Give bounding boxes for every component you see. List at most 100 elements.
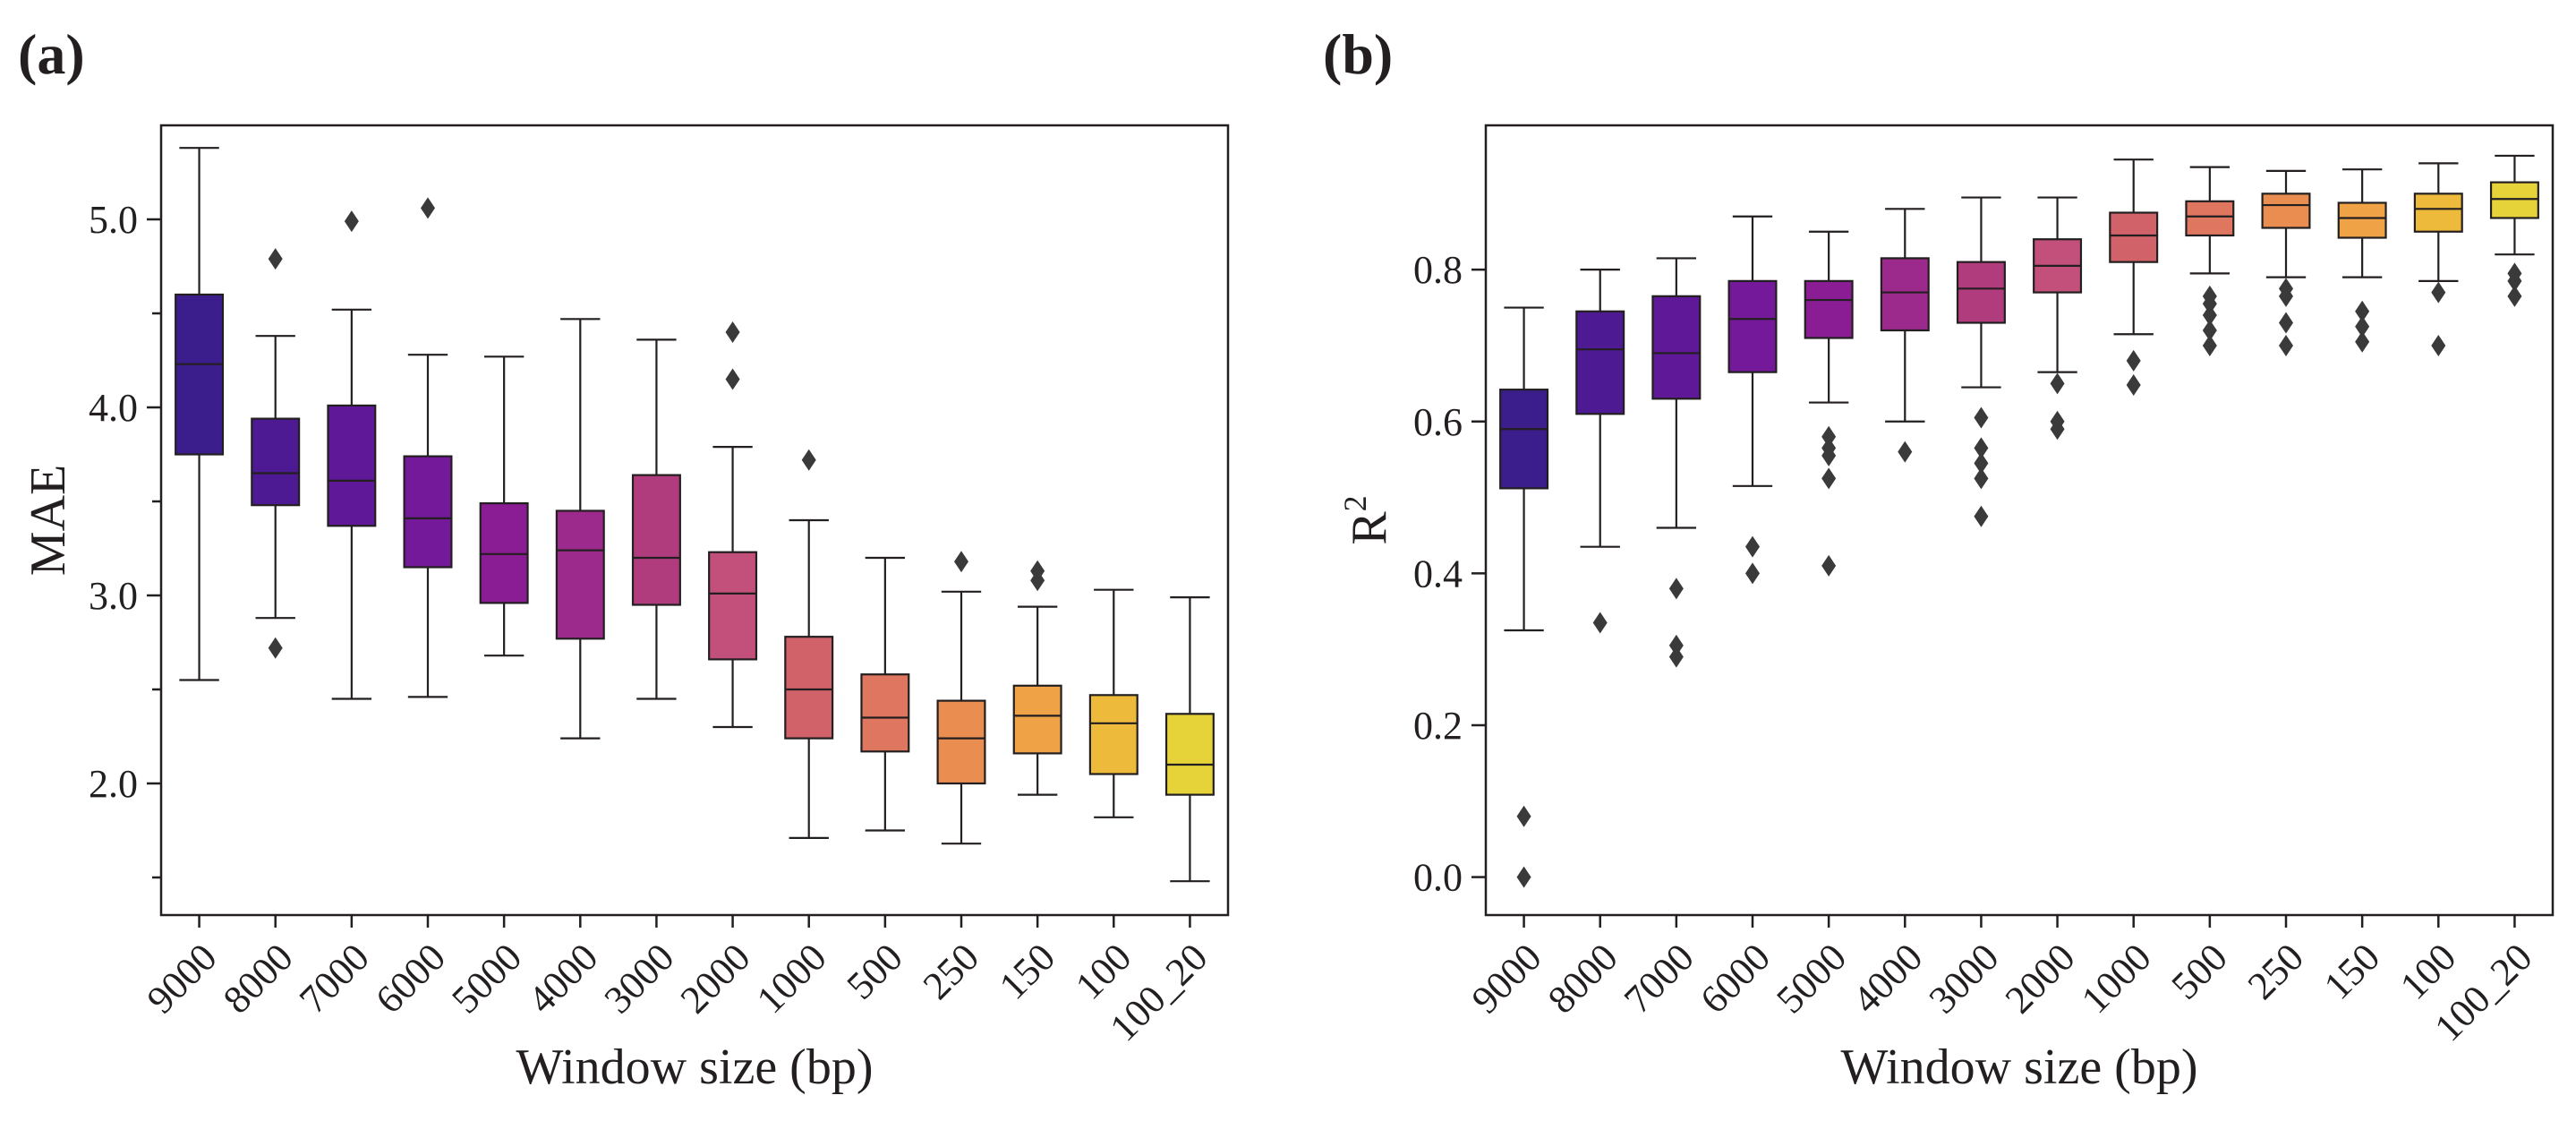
box-100_20 — [1164, 595, 1215, 883]
x-tick-label: 6000 — [367, 935, 454, 1022]
y-tick-label: 2.0 — [89, 762, 138, 806]
box-9000 — [175, 147, 225, 681]
panel-a-y-axis-title: MAE — [21, 465, 76, 576]
outlier-point — [725, 321, 740, 343]
outlier-point — [1516, 805, 1531, 827]
iqr-box — [555, 509, 605, 640]
outlier-point — [1668, 646, 1684, 668]
iqr-box — [1575, 310, 1625, 415]
box-8000 — [251, 248, 301, 659]
box-250 — [2261, 169, 2311, 356]
outlier-point — [2355, 315, 2370, 338]
outlier-point — [1974, 406, 1989, 429]
x-tick-label: 150 — [991, 935, 1063, 1007]
x-tick-label: 6000 — [1692, 935, 1778, 1022]
x-tick-label: 5000 — [443, 935, 530, 1022]
x-tick-label: 500 — [2163, 935, 2236, 1007]
outlier-point — [1745, 535, 1760, 558]
x-tick-label: 7000 — [291, 935, 378, 1022]
iqr-box — [1651, 295, 1702, 400]
outlier-point — [725, 368, 740, 390]
x-tick-label: 9000 — [139, 935, 226, 1022]
panel-b-y-axis-title: R2 — [1337, 495, 1397, 544]
box-150 — [2337, 168, 2387, 353]
panel-a: (a) 2.0 3.0 4.0 5.0 90008000700060005000400… — [18, 22, 1230, 1095]
outlier-point — [2507, 285, 2522, 307]
iqr-box — [1499, 389, 1549, 490]
outlier-point — [2202, 319, 2217, 341]
panel-a-x-axis-title: Window size (bp) — [516, 1040, 874, 1095]
outlier-point — [1974, 437, 1989, 459]
iqr-box — [2109, 211, 2159, 263]
y-tick-label: 0.8 — [1413, 248, 1463, 292]
y-tick-label: 3.0 — [89, 574, 138, 618]
box-5000 — [1804, 230, 1854, 577]
box-4000 — [555, 318, 605, 740]
box-100 — [1088, 588, 1139, 818]
box-100 — [2413, 162, 2463, 356]
outlier-point — [2431, 334, 2446, 356]
x-tick-label: 150 — [2316, 935, 2388, 1007]
outlier-point — [801, 449, 816, 471]
iqr-box — [2413, 193, 2463, 233]
box-9000 — [1499, 306, 1549, 888]
outlier-point — [1030, 560, 1045, 582]
box-7000 — [327, 210, 377, 700]
x-tick-label: 3000 — [596, 935, 683, 1022]
box-1000 — [2109, 158, 2159, 397]
iqr-box — [1012, 684, 1062, 755]
outlier-point — [2279, 334, 2293, 356]
x-tick-label: 2000 — [1997, 935, 2084, 1022]
outlier-point — [1898, 441, 1913, 463]
box-8000 — [1575, 269, 1625, 634]
panel-b-y-axis-title-base: R — [1342, 511, 1397, 545]
box-2000 — [2033, 196, 2083, 441]
panel-b-x-axis-title: Window size (bp) — [1841, 1040, 2198, 1095]
box-100_20 — [2489, 154, 2539, 307]
x-tick-label: 2000 — [672, 935, 759, 1022]
x-tick-label: 250 — [2239, 935, 2312, 1007]
outlier-point — [1745, 562, 1760, 585]
y-tick-label: 0.2 — [1413, 704, 1463, 748]
x-tick-label: 8000 — [215, 935, 302, 1022]
x-tick-label: 7000 — [1616, 935, 1702, 1022]
iqr-box — [708, 551, 758, 661]
iqr-box — [2185, 200, 2235, 237]
outlier-point — [1592, 612, 1608, 634]
outlier-point — [268, 637, 283, 659]
x-tick-label: 1000 — [2073, 935, 2160, 1022]
outlier-point — [1821, 425, 1837, 448]
box-3000 — [1956, 196, 2006, 527]
outlier-point — [2507, 262, 2522, 285]
outlier-point — [1821, 467, 1837, 490]
panel-a-plot-frame — [159, 124, 1230, 917]
outlier-point — [2050, 410, 2065, 432]
x-tick-label: 250 — [915, 935, 987, 1007]
outlier-point — [2355, 300, 2370, 322]
iqr-box — [784, 636, 834, 740]
iqr-box — [2261, 193, 2311, 229]
outlier-point — [1821, 437, 1837, 459]
iqr-box — [936, 699, 986, 785]
x-tick-label: 9000 — [1463, 935, 1550, 1022]
outlier-point — [268, 248, 283, 270]
outlier-point — [2126, 374, 2141, 397]
box-500 — [2185, 166, 2235, 356]
x-tick-label: 4000 — [519, 935, 606, 1022]
outlier-point — [1974, 505, 1989, 527]
x-tick-label: 1000 — [748, 935, 835, 1022]
box-3000 — [631, 338, 681, 700]
outlier-point — [2202, 304, 2217, 327]
iqr-box — [1804, 279, 1854, 339]
x-tick-label: 4000 — [1844, 935, 1931, 1022]
outlier-point — [2279, 278, 2293, 300]
box-150 — [1012, 560, 1062, 796]
iqr-box — [1727, 279, 1778, 373]
iqr-box — [1956, 261, 2006, 324]
iqr-box — [2337, 201, 2387, 239]
box-4000 — [1880, 208, 1930, 463]
outlier-point — [1974, 452, 1989, 475]
y-tick-label: 0.4 — [1413, 552, 1463, 595]
